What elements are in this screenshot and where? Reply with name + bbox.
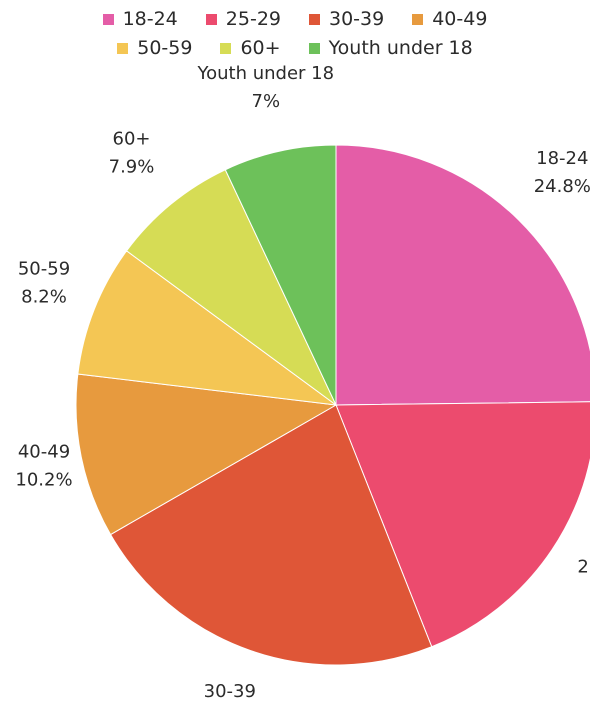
legend-label: 25-29 [225,8,281,30]
legend-label: 60+ [240,37,281,59]
slice-category-label: 18-24 [536,148,588,169]
legend-item: 30-39 [309,8,384,30]
pie-slice [109,404,433,666]
slice-category-label: Youth under 18 [197,63,335,84]
slice-data-label: 50-59 8.2% [18,259,70,308]
slice-category-label: 50-59 [18,259,70,280]
slice-value-label: 7% [252,91,281,112]
legend-label: 18-24 [122,8,178,30]
slice-data-label: Youth under 18 7% [197,63,335,112]
pie-slice [77,250,338,406]
legend-label: Youth under 18 [328,37,473,59]
slice-value-label: 7.9% [109,156,155,177]
slice-category-label: 25-29 [577,556,590,577]
legend-item: Youth under 18 [308,37,473,59]
legend-label: 40-49 [432,8,488,30]
legend-item: 18-24 [102,8,178,30]
pie-slice [224,144,337,406]
slice-category-label: 60+ [113,128,151,149]
slice-category-label: 40-49 [18,441,70,462]
legend-swatch [308,42,320,54]
slice-data-label: 18-24 24.8% [534,148,590,197]
legend-swatch [205,13,217,25]
pie-slice [75,373,338,536]
slice-category-label: 30-39 [204,681,256,702]
legend-item: 50-59 [117,37,192,59]
slice-data-label: 25-2919 [577,556,590,605]
legend-swatch [412,13,424,25]
pie-slice [335,144,590,406]
slice-data-label: 40-49 10.2% [15,441,72,490]
legend-swatch [102,13,114,25]
legend-item: 60+ [220,37,281,59]
legend-swatch [117,42,129,54]
legend-swatch [309,13,320,25]
slice-value-label: 24.8% [534,176,590,197]
legend-item: 40-49 [412,8,487,30]
legend-item: 25-29 [205,8,281,30]
slice-value-label: 22.7% [201,709,258,712]
legend-row: 50-59 60+ Youth under 18 [0,37,590,59]
legend-swatch [220,42,232,54]
slice-data-label: 30-39 22.7% [201,681,258,712]
slice-value-label: 8.2% [21,287,67,308]
legend-row: 18-24 25-29 30-39 40-49 [0,8,590,30]
pie-slice [335,401,590,648]
legend-label: 50-59 [137,37,193,59]
legend-label: 30-39 [329,8,385,30]
slice-data-label: 60+ 7.9% [109,128,155,177]
pie-slice [125,169,337,406]
slice-value-label: 10.2% [15,469,72,490]
